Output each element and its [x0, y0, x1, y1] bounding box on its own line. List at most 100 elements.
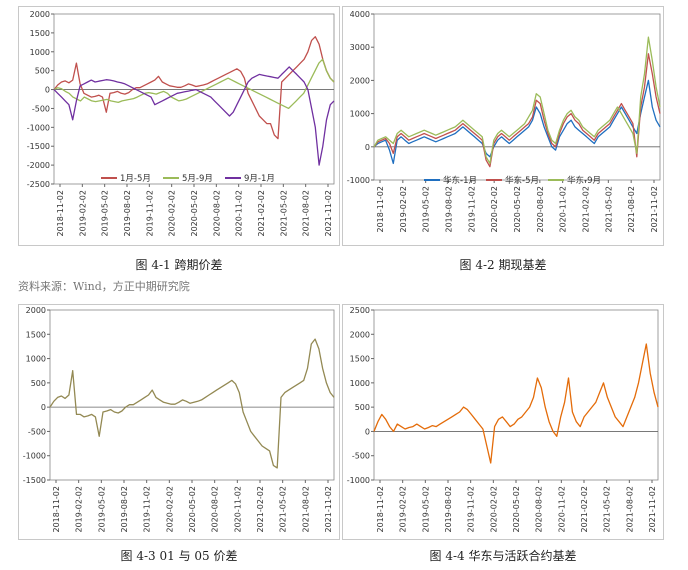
x-tick-label: 2019-08-02 — [120, 486, 129, 533]
x-tick-label: 2020-02-02 — [489, 486, 498, 533]
series-line-3 — [373, 36, 661, 165]
y-tick-label: 2000 — [350, 330, 370, 339]
series-line-1 — [373, 343, 659, 464]
y-tick-label: 1500 — [350, 355, 370, 364]
x-tick-label: 2020-08-02 — [535, 486, 544, 533]
x-tick-label: 2021-08-02 — [625, 486, 634, 533]
caption-fig3: 图 4-3 01 与 05 价差 — [120, 549, 238, 563]
y-tick-label: -1500 — [23, 476, 46, 485]
x-tick-label: 2020-11-02 — [559, 186, 568, 233]
chart-panel-1: -2500 -2000 -1500 -1000 -500 0 500 1000 1500 2000… — [18, 6, 340, 246]
y-tick-label: 2500 — [350, 306, 370, 315]
y-tick-label: -1000 — [347, 476, 370, 485]
x-tick-label: 2019-11-02 — [467, 486, 476, 533]
legend-label: 华东-1月 — [443, 175, 477, 186]
series-line-1 — [49, 338, 335, 469]
x-tick-label: 2018-11-02 — [376, 186, 385, 233]
x-tick-label: 2021-05-02 — [603, 486, 612, 533]
x-tick-label: 2021-11-02 — [648, 486, 657, 533]
y-tick-label: 1000 — [30, 48, 50, 57]
x-tick-label: 2019-05-02 — [101, 190, 110, 237]
plot-area — [373, 13, 661, 181]
x-tick-label: 2019-11-02 — [467, 186, 476, 233]
source-note: 资料来源：Wind，方正中期研究院 — [18, 280, 190, 293]
y-tick-label: -1000 — [27, 123, 50, 132]
x-tick-label: 2019-08-02 — [445, 186, 454, 233]
plot-area — [53, 13, 335, 185]
x-tick-label: 2019-02-02 — [78, 190, 87, 237]
x-tick-label: 2021-11-02 — [324, 486, 333, 533]
y-tick-label: 1500 — [30, 29, 50, 38]
y-tick-label: 1500 — [26, 330, 46, 339]
x-tick-label: 2021-02-02 — [582, 186, 591, 233]
y-tick-label: -500 — [352, 452, 370, 461]
series-line-2 — [373, 53, 661, 168]
x-tick-label: 2021-08-02 — [627, 186, 636, 233]
chart-frame — [18, 304, 340, 540]
x-tick-label: 2020-08-02 — [212, 190, 221, 237]
legend-label: 1月-5月 — [120, 174, 151, 184]
series-line-1 — [373, 79, 661, 165]
y-tick-label: -500 — [32, 104, 50, 113]
y-tick-label: 500 — [355, 403, 370, 412]
legend-label: 华东-5月 — [505, 175, 539, 186]
y-tick-label: 1000 — [350, 379, 370, 388]
caption-fig4: 图 4-4 华东与活跃合约基差 — [429, 549, 577, 563]
x-tick-label: 2021-05-02 — [279, 486, 288, 533]
y-tick-label: -1000 — [347, 176, 370, 185]
plot-area — [49, 309, 335, 481]
x-tick-label: 2018-11-02 — [56, 190, 65, 237]
chart-panel-2: -1000 0 1000 2000 3000 4000 2018-11-02 2019-02-… — [342, 6, 664, 246]
legend-label: 华东-9月 — [567, 175, 601, 186]
chart-fig2: -1000 0 1000 2000 3000 4000 2018-11-02 2019-02-… — [342, 6, 664, 246]
x-tick-label: 2021-11-02 — [650, 186, 659, 233]
x-tick-label: 2020-11-02 — [233, 486, 242, 533]
y-tick-label: 1000 — [350, 110, 370, 119]
y-tick-label: 0 — [365, 143, 370, 152]
chart-fig4: -1000 -500 0 500 1000 1500 2000 2500 2018-11-02 2… — [342, 304, 664, 540]
x-tick-label: 2019-02-02 — [75, 486, 84, 533]
chart-fig1: -2500 -2000 -1500 -1000 -500 0 500 1000 1500 2000… — [18, 6, 340, 246]
y-tick-label: 0 — [41, 403, 46, 412]
x-tick-label: 2021-08-02 — [302, 190, 311, 237]
x-tick-label: 2020-11-02 — [235, 190, 244, 237]
y-tick-label: 2000 — [30, 10, 50, 19]
chart-frame — [18, 6, 340, 246]
x-tick-label: 2019-11-02 — [145, 190, 154, 237]
x-tick-label: 2020-08-02 — [211, 486, 220, 533]
x-tick-label: 2019-02-02 — [399, 186, 408, 233]
x-tick-label: 2020-02-02 — [165, 486, 174, 533]
y-tick-label: 4000 — [350, 10, 370, 19]
x-tick-label: 2021-05-02 — [604, 186, 613, 233]
chart-frame — [342, 304, 664, 540]
y-tick-label: 500 — [31, 379, 46, 388]
x-tick-label: 2020-05-02 — [190, 190, 199, 237]
y-tick-label: 500 — [35, 67, 50, 76]
x-tick-label: 2019-08-02 — [444, 486, 453, 533]
chart-fig3: -1500 -1000 -500 0 500 1000 1500 2000 2018-11-02… — [18, 304, 340, 540]
y-tick-label: 1000 — [26, 355, 46, 364]
x-tick-label: 2021-05-02 — [279, 190, 288, 237]
x-tick-label: 2019-05-02 — [421, 486, 430, 533]
chart-panel-4: -1000 -500 0 500 1000 1500 2000 2500 2018-11-02 2… — [342, 304, 664, 540]
x-tick-label: 2019-11-02 — [143, 486, 152, 533]
y-tick-label: -1000 — [23, 452, 46, 461]
caption-fig1: 图 4-1 跨期价差 — [135, 258, 223, 272]
y-tick-label: 2000 — [26, 306, 46, 315]
x-tick-label: 2018-11-02 — [376, 486, 385, 533]
x-tick-label: 2020-05-02 — [188, 486, 197, 533]
x-tick-label: 2020-05-02 — [513, 186, 522, 233]
y-tick-label: 0 — [45, 86, 50, 95]
x-tick-label: 2021-11-02 — [324, 190, 333, 237]
y-tick-label: 2000 — [350, 76, 370, 85]
x-tick-label: 2020-05-02 — [512, 486, 521, 533]
series-line-1 — [53, 36, 335, 140]
y-tick-label: -2000 — [27, 161, 50, 170]
x-tick-label: 2019-05-02 — [97, 486, 106, 533]
x-tick-label: 2019-08-02 — [123, 190, 132, 237]
y-tick-label: -2500 — [27, 180, 50, 189]
x-tick-label: 2020-02-02 — [490, 186, 499, 233]
caption-fig2: 图 4-2 期现基差 — [459, 258, 547, 272]
y-tick-label: 0 — [365, 427, 370, 436]
y-tick-label: -1500 — [27, 142, 50, 151]
